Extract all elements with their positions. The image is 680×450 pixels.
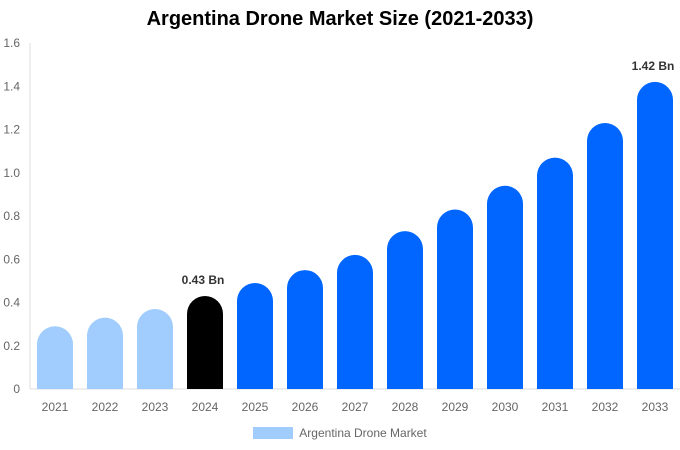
y-tick-label: 1.6 [3, 36, 20, 50]
x-tick-label: 2029 [442, 400, 469, 414]
x-tick-label: 2030 [492, 400, 519, 414]
y-tick-label: 0.8 [3, 209, 20, 223]
x-tick-label: 2022 [92, 400, 119, 414]
x-tick-label: 2021 [42, 400, 69, 414]
bar-2028 [387, 231, 423, 389]
x-tick-label: 2032 [592, 400, 619, 414]
y-tick-label: 0 [13, 382, 20, 396]
bar-2026 [287, 270, 323, 389]
data-label-2024: 0.43 Bn [182, 273, 225, 287]
bar-2030 [487, 185, 523, 389]
y-tick-label: 1.4 [3, 79, 20, 93]
bar-2025 [237, 283, 273, 389]
bar-2032 [587, 123, 623, 389]
y-tick-label: 0.2 [3, 339, 20, 353]
bar-2029 [437, 209, 473, 389]
bar-2031 [537, 157, 573, 389]
y-tick-label: 0.6 [3, 252, 20, 266]
bar-2022 [87, 317, 123, 389]
y-tick-label: 1.2 [3, 123, 20, 137]
x-tick-label: 2027 [342, 400, 369, 414]
data-label-2033: 1.42 Bn [632, 59, 675, 73]
x-tick-label: 2031 [542, 400, 569, 414]
bar-2027 [337, 254, 373, 389]
x-tick-label: 2026 [292, 400, 319, 414]
legend-swatch [253, 427, 294, 439]
x-tick-label: 2023 [142, 400, 169, 414]
x-tick-label: 2028 [392, 400, 419, 414]
x-tick-label: 2024 [192, 400, 219, 414]
bar-2021 [37, 326, 73, 389]
legend-label: Argentina Drone Market [299, 426, 427, 440]
bar-2033 [637, 81, 673, 390]
bar-2023 [137, 308, 173, 389]
x-tick-label: 2025 [242, 400, 269, 414]
bar-2024 [187, 296, 223, 389]
chart-title: Argentina Drone Market Size (2021-2033) [146, 8, 534, 30]
y-tick-label: 1.0 [3, 166, 20, 180]
legend[interactable]: Argentina Drone Market [0, 426, 680, 440]
x-tick-label: 2033 [642, 400, 669, 414]
y-tick-label: 0.4 [3, 296, 20, 310]
